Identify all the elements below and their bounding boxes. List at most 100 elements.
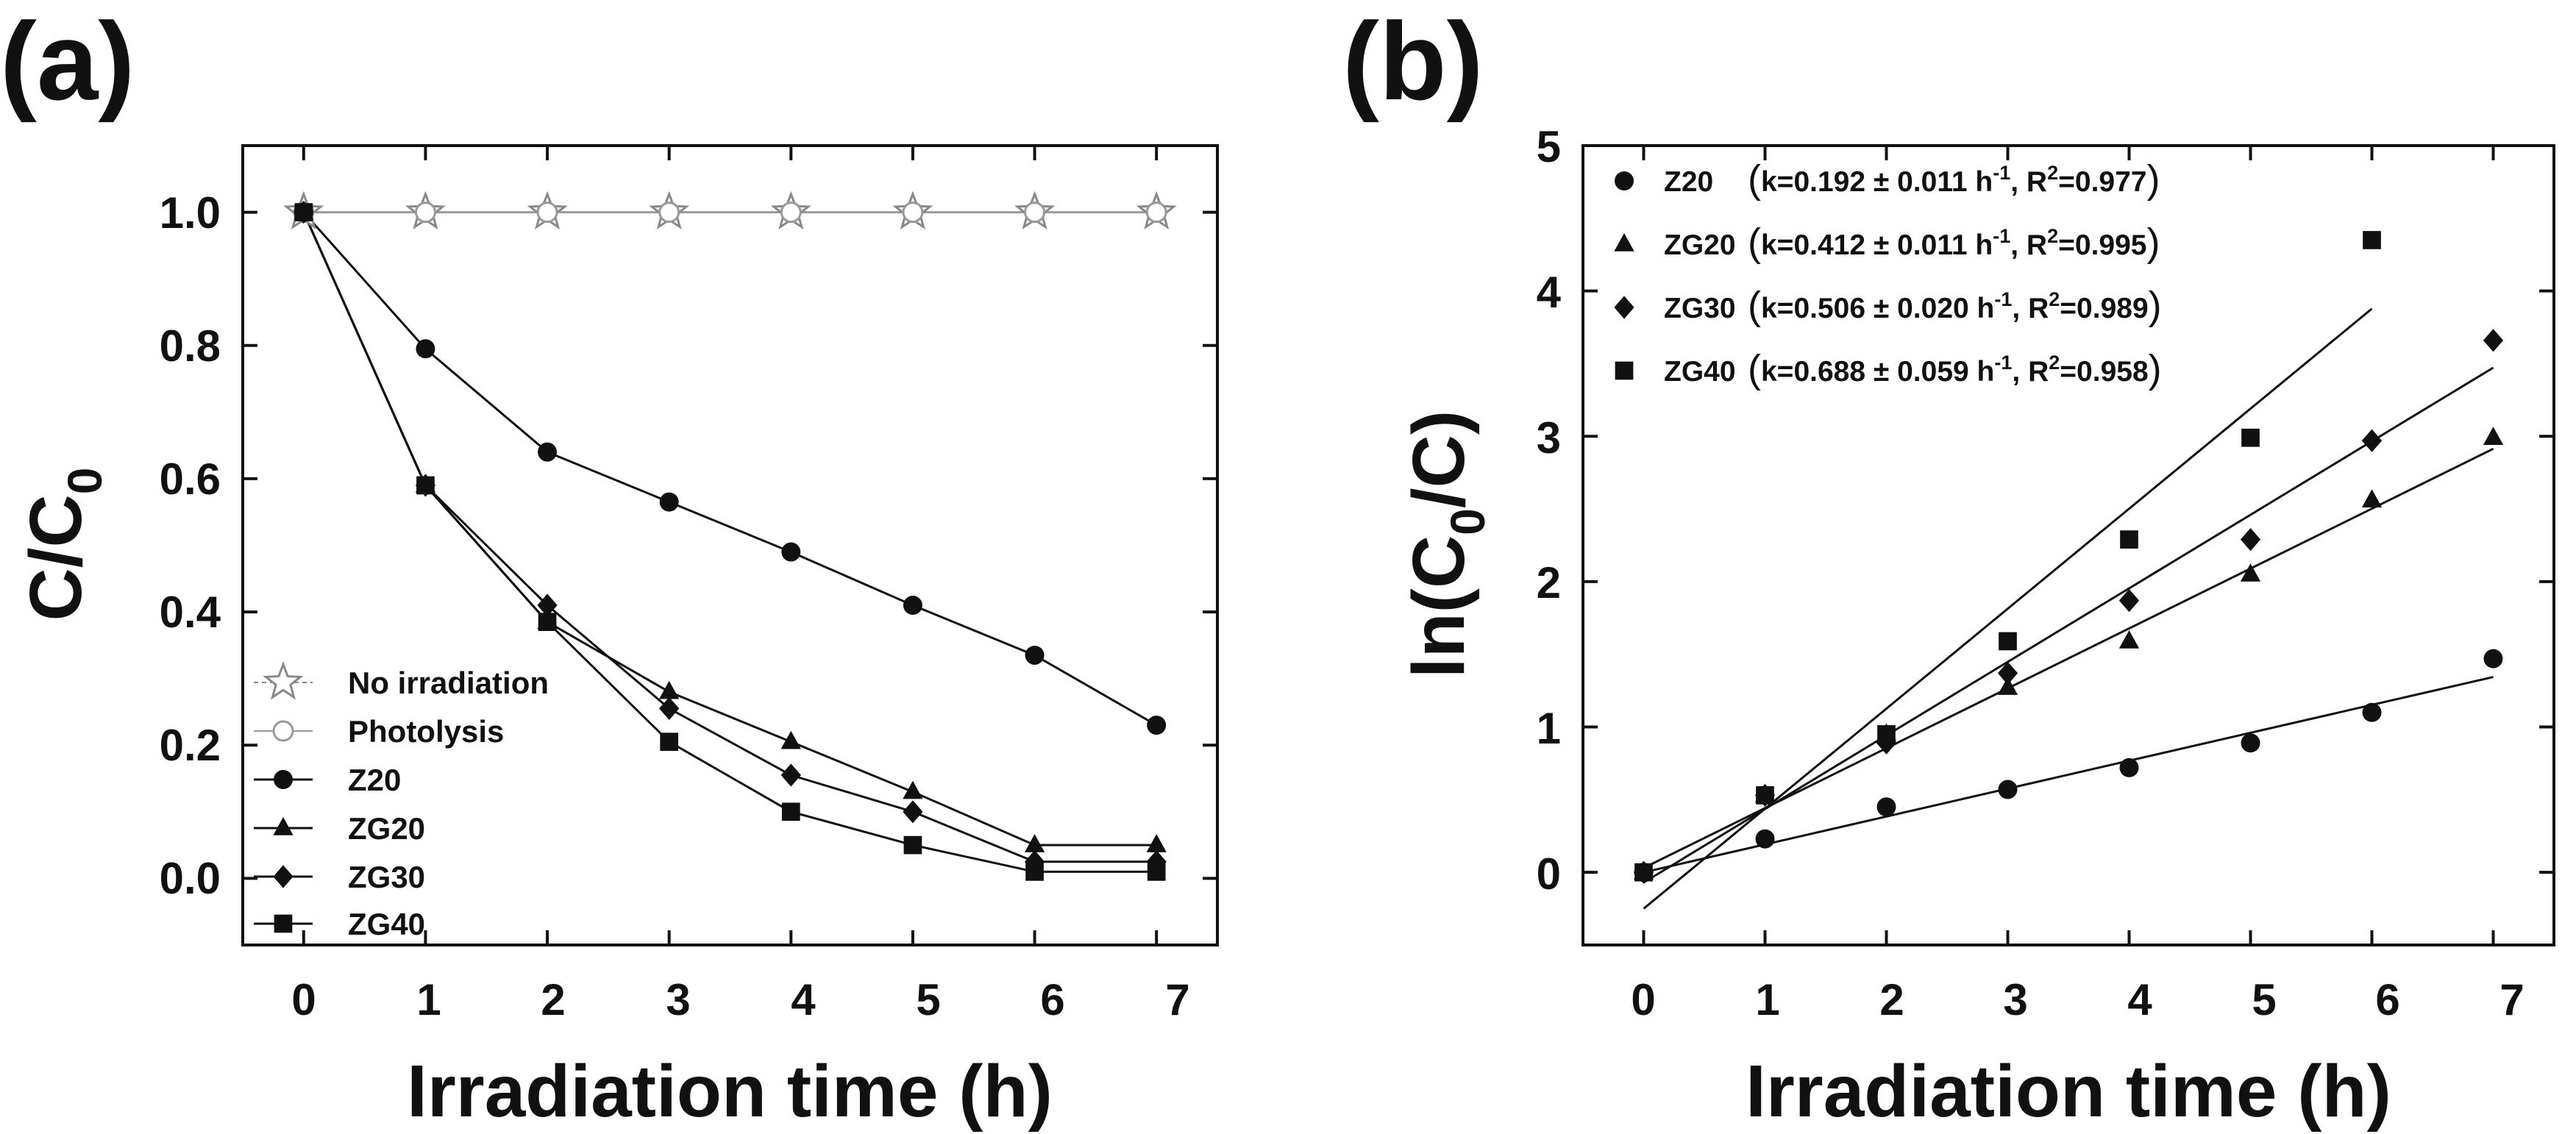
panel-a-ylabel-sub: 0 xyxy=(57,468,112,495)
fit-line xyxy=(1643,307,2373,910)
square-marker xyxy=(1634,863,1653,882)
square-marker xyxy=(1756,786,1774,805)
fit-line xyxy=(1643,676,2494,874)
circle-marker xyxy=(1998,780,2018,799)
legend-r-sup: 2 xyxy=(2049,352,2060,374)
triangle-marker xyxy=(780,730,801,749)
legend-entry-zg40: ZG40 xyxy=(254,907,425,941)
triangle-marker xyxy=(1614,233,1634,252)
panel-b-ylabel-post: /C) xyxy=(1398,410,1480,508)
panel-b-frame xyxy=(1581,144,2555,946)
circle-marker xyxy=(2483,649,2503,668)
panel-b-xtick-label: 0 xyxy=(1631,975,1655,1024)
square-marker xyxy=(274,914,293,933)
panel-a-ylabel-main: C/C xyxy=(15,494,97,621)
star-marker xyxy=(263,661,304,700)
legend-diamond-marker xyxy=(1614,296,1634,319)
legend-diamond-marker xyxy=(273,865,293,888)
open-circle-marker xyxy=(1024,202,1046,224)
triangle-marker xyxy=(273,817,293,835)
fit-line xyxy=(1643,366,2494,884)
legend-label: No irradiation xyxy=(348,666,549,700)
circle-marker xyxy=(274,770,293,789)
open-circle-marker xyxy=(902,202,924,224)
circle-marker xyxy=(2241,733,2260,753)
diamond-marker xyxy=(780,763,801,787)
legend-label: Z20 xyxy=(348,763,401,797)
panel-a-xtick-label: 1 xyxy=(416,975,441,1024)
open-circle-marker xyxy=(536,202,558,224)
circle-marker xyxy=(1755,829,1775,849)
legend-star-marker xyxy=(263,661,304,700)
legend-r2-value: =0.995 xyxy=(2058,229,2146,261)
legend-k-value: k=0.192 ± 0.011 h xyxy=(1761,166,1993,198)
square-marker xyxy=(2120,530,2138,549)
diamond-marker xyxy=(903,800,923,824)
legend-entry-no-irradiation: No irradiation xyxy=(254,661,549,700)
panel-a-xtick-label: 2 xyxy=(541,975,565,1024)
circle-marker xyxy=(2119,757,2139,777)
panel-a-ylabel: C/C0 xyxy=(15,468,112,621)
panel-a-xlabel: Irradiation time (h) xyxy=(407,1050,1053,1133)
panel-b: (b) 5 4 3 2 1 0 0 1 2 3 4 5 6 7 Irradiat… xyxy=(1342,0,2555,1133)
legend-unit-sup: -1 xyxy=(1994,288,2012,310)
diamond-marker xyxy=(2483,329,2504,352)
triangle-marker xyxy=(2118,630,2140,649)
diamond-marker xyxy=(1997,661,2018,685)
legend-label: Photolysis xyxy=(348,714,504,749)
legend-r-sup: 2 xyxy=(2047,162,2058,184)
legend-r: R xyxy=(2028,293,2049,324)
panel-b-series xyxy=(1633,231,2504,884)
panel-a-xtick-label: 7 xyxy=(1165,975,1189,1024)
panel-a-ytick-label: 0.2 xyxy=(160,721,221,770)
circle-marker xyxy=(1025,645,1045,665)
legend-r2-value: =0.989 xyxy=(2060,293,2148,324)
legend-unit-sup: -1 xyxy=(1994,352,2012,374)
series-line xyxy=(302,211,1157,727)
triangle-marker xyxy=(2483,427,2504,445)
open-circle-marker xyxy=(414,202,436,224)
square-marker xyxy=(660,732,679,752)
legend-entry-zg40: ZG40 (k=0.688 ± 0.059 h-1, R2=0.958) xyxy=(1615,347,2162,391)
panel-b-ylabel-sub: 0 xyxy=(1440,508,1495,535)
legend-r: R xyxy=(2027,166,2047,198)
diamond-marker xyxy=(2361,429,2383,452)
panel-b-xtick-label: 2 xyxy=(1879,975,1904,1024)
circle-marker xyxy=(538,442,558,462)
diamond-marker xyxy=(659,696,680,721)
square-marker xyxy=(416,476,435,495)
legend-k-value: k=0.688 ± 0.059 h xyxy=(1761,356,1994,388)
panel-b-xtick-label: 6 xyxy=(2375,975,2399,1024)
square-marker xyxy=(1615,361,1634,380)
diamond-marker xyxy=(1614,296,1634,319)
open-circle-marker xyxy=(1145,202,1167,224)
panel-b-xtick-label: 3 xyxy=(2003,975,2027,1024)
square-marker xyxy=(1025,863,1044,881)
legend-fit-stats: (k=0.192 ± 0.011 h-1, R2=0.977) xyxy=(1748,157,2160,202)
panel-b-xtick-label: 1 xyxy=(1755,975,1779,1024)
square-marker xyxy=(903,835,922,855)
panel-a-label: (a) xyxy=(0,0,135,123)
circle-marker xyxy=(659,492,679,512)
panel-b-xtick-label: 4 xyxy=(2127,975,2152,1024)
square-marker xyxy=(2241,428,2260,447)
diamond-marker xyxy=(273,865,293,888)
panel-b-ytick-label: 4 xyxy=(1537,268,1562,317)
panel-b-ytick-label: 0 xyxy=(1537,849,1561,899)
legend-square-marker xyxy=(274,914,293,933)
square-marker xyxy=(294,203,313,221)
panel-b-fit-lines xyxy=(1643,307,2494,910)
circle-marker xyxy=(781,542,801,562)
diamond-marker xyxy=(2240,527,2261,552)
legend-triangle-marker xyxy=(1614,233,1634,252)
legend-entry-zg20: ZG20 xyxy=(254,811,425,846)
square-marker xyxy=(1877,725,1896,743)
legend-label: ZG30 xyxy=(1664,293,1736,324)
square-marker xyxy=(538,613,557,632)
circle-marker xyxy=(2362,702,2382,722)
fit-line xyxy=(1643,447,2494,869)
panel-a-ytick-label: 0.4 xyxy=(160,588,221,637)
triangle-marker xyxy=(1146,834,1167,852)
square-marker xyxy=(781,802,800,821)
